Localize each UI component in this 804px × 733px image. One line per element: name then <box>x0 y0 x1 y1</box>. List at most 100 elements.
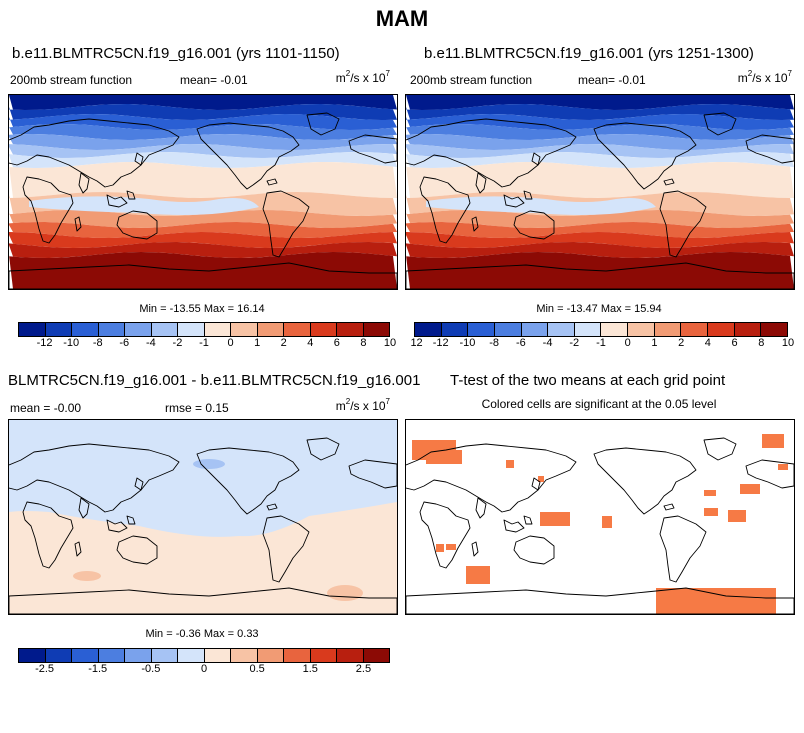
colorbar-tick-label: 0 <box>227 337 234 349</box>
coastline <box>593 447 697 515</box>
panel3-map <box>8 419 398 615</box>
contour-band <box>406 162 794 198</box>
colorbar-cell <box>98 649 125 662</box>
colorbar-tick-label: 4 <box>307 337 314 349</box>
significant-cell <box>540 512 570 526</box>
coastline <box>262 190 310 258</box>
coastline <box>134 477 144 491</box>
coastlines <box>9 112 397 289</box>
colorbar-tick-label: 6 <box>333 337 340 349</box>
contour-band <box>9 162 397 198</box>
panel4-title: T-test of the two means at each grid poi… <box>450 372 726 389</box>
colorbar-cell <box>125 649 152 662</box>
colorbar-tick-label: 8 <box>360 337 367 349</box>
colorbar-cell <box>231 323 258 336</box>
coastline <box>74 216 82 232</box>
coastline <box>116 210 158 240</box>
colorbar-cell <box>654 323 682 336</box>
coastlines <box>406 112 794 289</box>
contour-band <box>9 134 397 150</box>
coastline <box>419 176 471 244</box>
contour-band <box>193 459 225 469</box>
colorbar-cell <box>204 323 231 336</box>
colorbar-tick-label: 4 <box>704 337 711 349</box>
coastline <box>703 112 737 136</box>
colorbar-cell <box>548 323 575 336</box>
colorbar-tick-label: -2.5 <box>35 663 55 675</box>
contour-band <box>426 196 656 215</box>
colorbar-cell <box>521 323 549 336</box>
coastline <box>106 194 128 208</box>
coastline <box>348 459 397 489</box>
panel1-variable-label: 200mb stream function <box>10 73 133 87</box>
colorbar-cell <box>178 649 205 662</box>
colorbar-cell <box>231 649 258 662</box>
colorbar-tick-label: -2 <box>172 337 183 349</box>
coastline <box>266 503 278 511</box>
colorbar-tick-label: -10 <box>459 337 476 349</box>
panel2-minmax: Min = -13.47 Max = 15.94 <box>536 303 662 315</box>
panel3-colorbar <box>18 648 390 663</box>
colorbar-cell <box>19 649 46 662</box>
coastline <box>116 535 158 565</box>
colorbar-tick-label: 10 <box>781 337 795 349</box>
significant-cell <box>778 464 788 470</box>
significant-cell <box>704 508 718 516</box>
colorbar-cell <box>441 323 469 336</box>
coastline <box>78 497 90 519</box>
colorbar-tick-label: -4 <box>145 337 156 349</box>
contour-band <box>9 222 397 238</box>
significant-cell <box>538 476 544 482</box>
colorbar-cell <box>72 323 99 336</box>
significant-cell <box>704 490 716 496</box>
significant-cell <box>466 566 490 584</box>
coastline <box>106 519 128 533</box>
colorbar-tick-label: -0.5 <box>141 663 161 675</box>
colorbar-tick-label: -6 <box>119 337 130 349</box>
coastline <box>659 515 707 583</box>
panel1-colorbar <box>18 322 390 337</box>
contour-band <box>406 144 794 158</box>
colorbar-tick-label: 0 <box>624 337 631 349</box>
contour-band <box>406 114 794 130</box>
coastline <box>475 172 487 194</box>
contour-band <box>406 104 794 120</box>
coastline <box>745 459 794 489</box>
coastline <box>471 216 479 232</box>
contour-band <box>9 124 397 140</box>
contour-band <box>9 144 397 158</box>
contour-band <box>29 196 259 215</box>
colorbar-tick-label: 10 <box>383 337 397 349</box>
colorbar-cell <box>681 323 709 336</box>
colorbar-tick-label: -1.5 <box>88 663 108 675</box>
colorbar-cell <box>628 323 655 336</box>
contour-band <box>9 95 397 110</box>
colorbar-cell <box>494 323 522 336</box>
contour-band <box>406 124 794 140</box>
panel3-rmse-label: rmse = 0.15 <box>165 401 229 415</box>
contour-band <box>406 222 794 238</box>
panel2-map <box>405 94 795 290</box>
coastline <box>266 178 278 186</box>
colorbar-cell <box>708 323 735 336</box>
colorbar-cell <box>45 649 72 662</box>
colorbar-cell <box>151 649 178 662</box>
colorbar-cell <box>415 323 442 336</box>
panel3-title: BLMTRC5CN.f19_g16.001 - b.e11.BLMTRC5CN.… <box>8 372 421 389</box>
colorbar-cell <box>761 323 787 336</box>
colorbar-tick-label: 2 <box>280 337 287 349</box>
contour-band <box>327 585 363 601</box>
colorbar-cell <box>125 323 152 336</box>
coastline <box>22 501 74 569</box>
colorbar-cell <box>178 323 205 336</box>
colorbar-cell <box>363 649 389 662</box>
coastline <box>9 262 397 289</box>
colorbar-cell <box>98 323 125 336</box>
colorbar-cell <box>337 323 364 336</box>
coastline <box>406 262 794 289</box>
coastline <box>78 172 90 194</box>
colorbar-tick-label: -8 <box>489 337 500 349</box>
contour-band <box>406 232 794 248</box>
coastline <box>74 541 82 557</box>
colorbar-cell <box>284 649 311 662</box>
